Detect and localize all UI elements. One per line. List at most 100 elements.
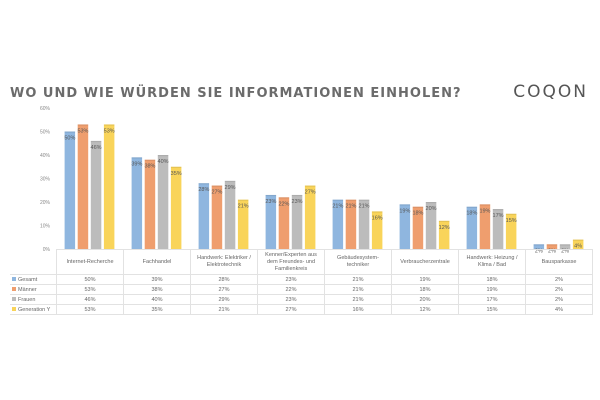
bar-top-edge bbox=[304, 185, 316, 187]
bar bbox=[265, 194, 277, 249]
table-cell: 21% bbox=[324, 284, 392, 295]
bar-top-edge bbox=[358, 199, 370, 201]
legend-entry: Generation Y bbox=[10, 304, 57, 315]
bar-top-edge bbox=[572, 239, 584, 241]
data-label: 28% bbox=[198, 187, 209, 193]
data-table: Internet-Recherche Fachhandel Handwerk: El… bbox=[10, 249, 593, 315]
legend-label: Männer bbox=[18, 286, 37, 293]
table-cell: 20% bbox=[391, 294, 459, 305]
legend-label: Frauen bbox=[18, 296, 36, 303]
data-label: 35% bbox=[171, 171, 182, 177]
legend-label: Gesamt bbox=[18, 276, 38, 283]
data-label: 50% bbox=[64, 136, 75, 142]
y-tick-label: 60% bbox=[40, 106, 51, 112]
table-cell: 21% bbox=[190, 304, 258, 315]
bar-top-edge bbox=[237, 199, 249, 201]
table-cell: 19% bbox=[458, 284, 526, 295]
category-label: Kenner/Experten aus dem Freundes- und Fami… bbox=[257, 249, 325, 275]
bar-top-edge bbox=[371, 211, 383, 213]
data-label: 20% bbox=[426, 206, 437, 212]
bar-top-edge bbox=[90, 140, 102, 143]
data-label: 38% bbox=[144, 164, 155, 170]
category-label: Handwerk: Elektriker / Elektrotechnik bbox=[190, 249, 258, 275]
bar bbox=[77, 124, 89, 249]
bar bbox=[412, 206, 424, 249]
data-label: 39% bbox=[131, 161, 142, 167]
bar bbox=[479, 204, 491, 249]
bar-top-edge bbox=[533, 244, 545, 246]
bar-top-edge bbox=[64, 131, 76, 133]
data-label: 12% bbox=[439, 225, 450, 231]
data-label: 17% bbox=[493, 213, 504, 219]
bar bbox=[425, 202, 437, 249]
data-label: 23% bbox=[265, 199, 276, 205]
data-label: 21% bbox=[332, 204, 343, 210]
category-label: Fachhandel bbox=[123, 249, 191, 275]
data-label: 18% bbox=[466, 211, 477, 217]
bar bbox=[572, 239, 584, 249]
legend-entry: Frauen bbox=[10, 294, 57, 305]
table-cell: 18% bbox=[391, 284, 459, 295]
legend-swatch-icon bbox=[12, 277, 16, 282]
bar-top-edge bbox=[479, 204, 491, 206]
bar bbox=[237, 199, 249, 249]
bar bbox=[90, 140, 102, 249]
bar-top-edge bbox=[144, 159, 156, 161]
bar-top-edge bbox=[559, 244, 571, 246]
y-tick-label: 30% bbox=[40, 177, 51, 183]
bar-top-edge bbox=[492, 209, 504, 211]
data-label: 53% bbox=[104, 128, 115, 134]
category-label: Verbraucherzentrale bbox=[391, 249, 459, 275]
bar bbox=[278, 197, 290, 249]
table-cell: 18% bbox=[458, 274, 526, 285]
bar-top-edge bbox=[77, 124, 89, 126]
table-cell: 19% bbox=[391, 274, 459, 285]
table-cell: 2% bbox=[525, 284, 593, 295]
bar bbox=[505, 213, 517, 249]
y-tick-label: 20% bbox=[40, 200, 51, 206]
table-header-row: Internet-Recherche Fachhandel Handwerk: El… bbox=[10, 249, 593, 275]
legend-entry: Gesamt bbox=[10, 274, 57, 285]
data-label: 40% bbox=[158, 159, 169, 165]
table-cell: 4% bbox=[525, 304, 593, 315]
page-title: WO UND WIE WÜRDEN SIE INFORMATIONEN EINH… bbox=[10, 86, 462, 101]
table-cell: 15% bbox=[458, 304, 526, 315]
table-row: Frauen 46% 40% 29% 23% 21% 20% 17% 2% bbox=[10, 294, 593, 305]
bar bbox=[559, 244, 571, 249]
bar-top-edge bbox=[211, 185, 223, 187]
bar bbox=[144, 159, 156, 249]
data-label: 21% bbox=[345, 204, 356, 210]
table-corner bbox=[10, 250, 57, 275]
table-cell: 29% bbox=[190, 294, 258, 305]
bar-top-edge bbox=[332, 199, 344, 201]
y-tick-label: 40% bbox=[40, 153, 51, 159]
legend-label: Generation Y bbox=[18, 306, 51, 313]
table-cell: 21% bbox=[324, 274, 392, 285]
data-label: 53% bbox=[77, 128, 88, 134]
category-label: Internet-Recherche bbox=[56, 249, 124, 275]
bar bbox=[211, 185, 223, 249]
y-tick-label: 50% bbox=[40, 130, 51, 136]
table-cell: 50% bbox=[56, 274, 124, 285]
bar bbox=[332, 199, 344, 249]
category-label: Gebäudesystem-techniker bbox=[324, 249, 392, 275]
legend-swatch-icon bbox=[12, 297, 16, 302]
bar-top-edge bbox=[399, 204, 411, 206]
table-cell: 22% bbox=[257, 284, 325, 295]
table-cell: 28% bbox=[190, 274, 258, 285]
bar bbox=[546, 244, 558, 249]
data-label: 4% bbox=[574, 244, 582, 250]
table-cell: 23% bbox=[257, 294, 325, 305]
data-label: 16% bbox=[372, 215, 383, 221]
bar-top-edge bbox=[103, 124, 115, 126]
category-label: Handwerk: Heizung / Klima / Bad bbox=[458, 249, 526, 275]
bar bbox=[533, 244, 545, 249]
bar-top-edge bbox=[546, 244, 558, 246]
data-label: 46% bbox=[91, 145, 102, 151]
data-label: 22% bbox=[278, 201, 289, 207]
data-label: 27% bbox=[305, 190, 316, 196]
category-label: Bausparkasse bbox=[525, 249, 593, 275]
data-label: 19% bbox=[479, 208, 490, 214]
bar-top-edge bbox=[265, 194, 277, 197]
data-label: 23% bbox=[292, 199, 303, 205]
